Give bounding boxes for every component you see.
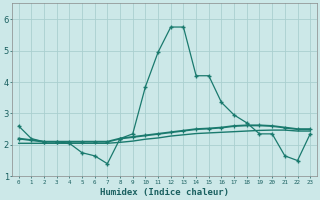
X-axis label: Humidex (Indice chaleur): Humidex (Indice chaleur): [100, 188, 229, 197]
